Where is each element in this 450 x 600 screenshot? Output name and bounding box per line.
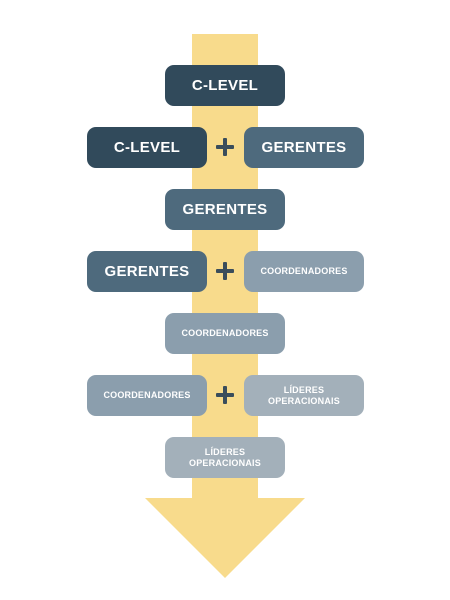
step-7-box: LÍDERES OPERACIONAIS [165,437,285,478]
step-6-left-box: COORDENADORES [87,375,207,416]
step-4-right-box: COORDENADORES [244,251,364,292]
plus-icon [215,261,235,281]
down-arrow-shape [145,34,305,578]
step-6-right-box: LÍDERES OPERACIONAIS [244,375,364,416]
plus-icon [215,137,235,157]
step-4-left-box: GERENTES [87,251,207,292]
step-3-box: GERENTES [165,189,285,230]
step-2-right-box: GERENTES [244,127,364,168]
step-2-left-box: C-LEVEL [87,127,207,168]
step-1-box: C-LEVEL [165,65,285,106]
step-5-box: COORDENADORES [165,313,285,354]
plus-icon [215,385,235,405]
